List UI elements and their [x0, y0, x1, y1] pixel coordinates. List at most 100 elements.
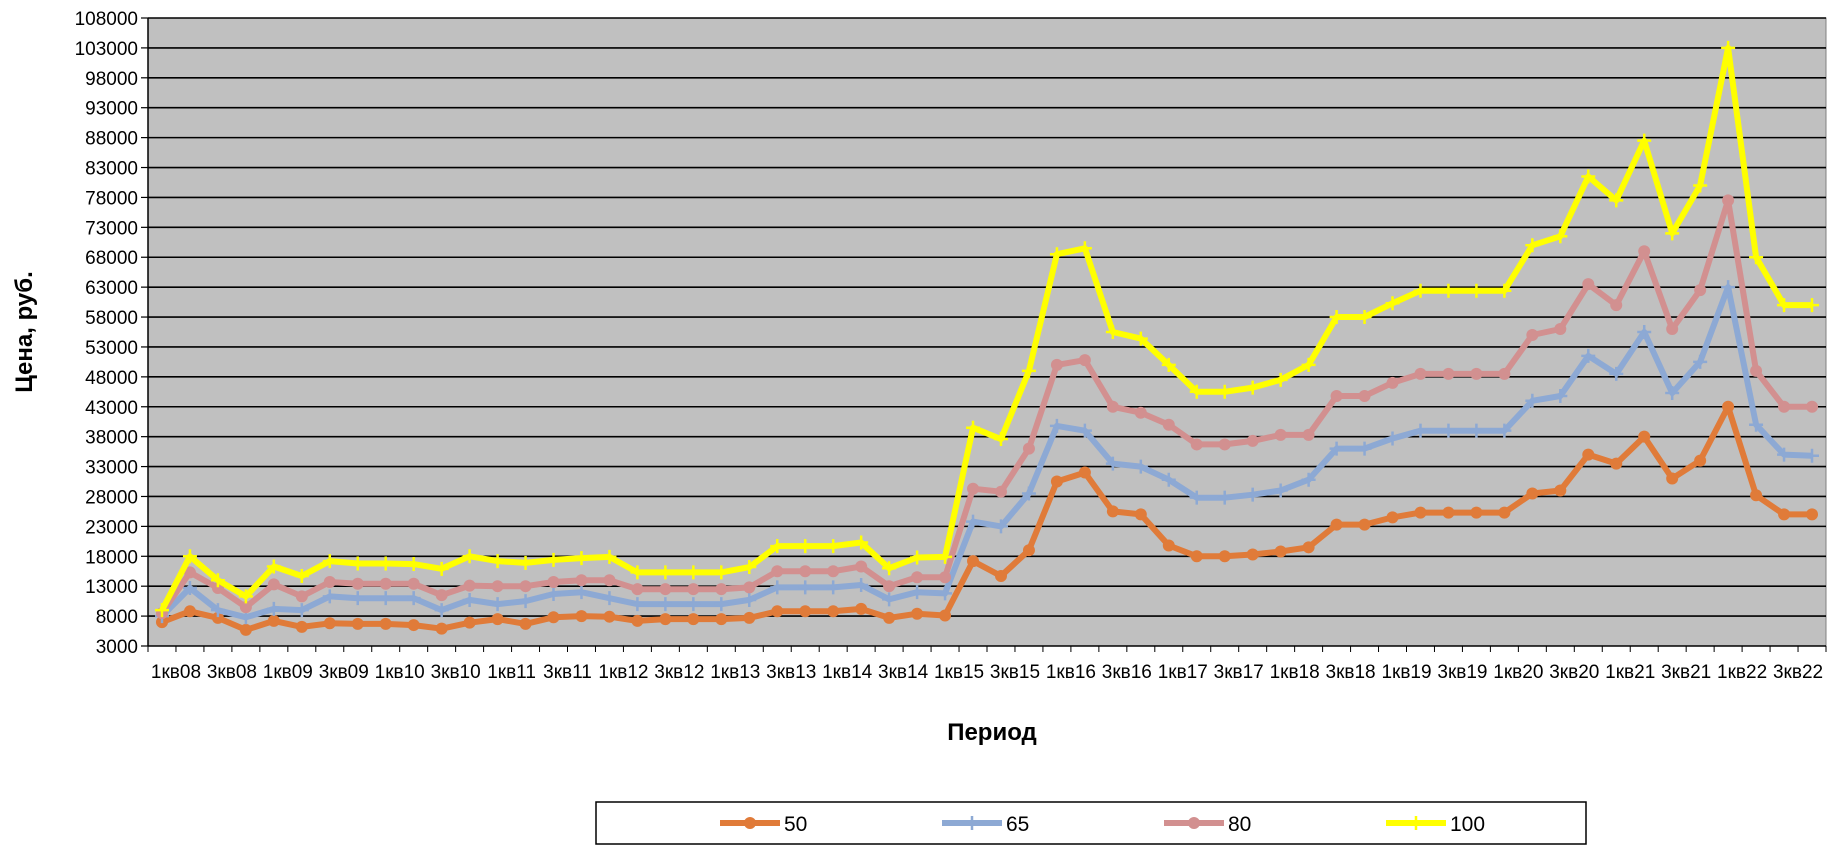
data-point — [1637, 133, 1652, 148]
data-point — [519, 580, 532, 593]
data-point — [967, 555, 980, 568]
data-point — [239, 623, 252, 636]
x-tick-label: 3кв09 — [319, 662, 369, 683]
y-tick-label: 23000 — [85, 517, 138, 538]
data-point — [1358, 389, 1371, 402]
data-point — [1470, 506, 1483, 519]
data-point — [378, 591, 393, 606]
y-tick-label: 8000 — [96, 607, 138, 628]
data-point — [1806, 400, 1819, 413]
data-point — [295, 590, 308, 603]
series-80 — [155, 194, 1819, 620]
legend-item-65: 65 — [942, 813, 1029, 836]
data-point — [827, 605, 840, 618]
x-tick-label: 1кв18 — [1270, 662, 1320, 683]
data-point — [770, 580, 785, 595]
y-tick-label: 88000 — [85, 129, 138, 150]
data-point — [1189, 490, 1204, 505]
data-point — [210, 573, 225, 588]
data-point — [743, 581, 756, 594]
data-point — [686, 597, 701, 612]
y-axis-ticks: 3000 8000 13000 18000 23000 28000 33000 38000 43… — [75, 9, 1826, 658]
data-point — [1330, 518, 1343, 531]
y-tick-label: 43000 — [85, 398, 138, 419]
y-tick-label: 38000 — [85, 428, 138, 449]
y-tick-label: 73000 — [85, 218, 138, 239]
data-point — [1525, 393, 1540, 408]
legend-label: 80 — [1228, 813, 1251, 836]
data-point — [378, 556, 393, 571]
data-point — [1021, 363, 1036, 378]
data-point — [1161, 472, 1176, 487]
data-point — [435, 622, 448, 635]
data-point — [1693, 178, 1708, 193]
y-tick-label: 48000 — [85, 368, 138, 389]
data-point — [799, 565, 812, 578]
x-tick-label: 1кв20 — [1493, 662, 1543, 683]
data-point — [463, 616, 476, 629]
data-point — [687, 613, 700, 626]
data-point — [1442, 367, 1455, 380]
legend-marker — [965, 816, 979, 830]
data-point — [714, 597, 729, 612]
data-point — [1497, 283, 1512, 298]
data-point — [1749, 250, 1764, 265]
x-axis-title: Период — [947, 719, 1037, 746]
data-point — [1413, 423, 1428, 438]
data-point — [1498, 367, 1511, 380]
data-point — [1330, 389, 1343, 402]
data-point — [1638, 430, 1651, 443]
data-point — [1441, 283, 1456, 298]
data-point — [714, 565, 729, 580]
data-point — [1246, 548, 1259, 561]
x-tick-label: 1кв11 — [487, 662, 536, 683]
data-point — [938, 586, 953, 601]
data-point — [1385, 296, 1400, 311]
legend-item-80: 80 — [1164, 813, 1251, 836]
data-point — [1442, 506, 1455, 519]
data-point — [603, 574, 616, 587]
data-point — [1385, 431, 1400, 446]
data-point — [910, 585, 925, 600]
y-tick-label: 58000 — [85, 308, 138, 329]
data-point — [1497, 423, 1512, 438]
data-point — [1777, 447, 1792, 462]
data-point — [1274, 428, 1287, 441]
data-point — [267, 614, 280, 627]
x-tick-label: 3кв17 — [1214, 662, 1264, 683]
data-point — [1722, 194, 1735, 207]
data-point — [1609, 193, 1624, 208]
data-point — [547, 611, 560, 624]
y-tick-label: 93000 — [85, 99, 138, 120]
gridlines — [148, 17, 1826, 617]
plot-area — [147, 17, 1827, 647]
data-point — [435, 589, 448, 602]
series-50 — [155, 400, 1819, 636]
data-point — [1469, 283, 1484, 298]
x-tick-label: 1кв13 — [710, 662, 760, 683]
legend-item-50: 50 — [720, 813, 807, 836]
data-point — [182, 580, 197, 595]
data-point — [1106, 400, 1119, 413]
data-point — [854, 535, 869, 550]
data-point — [1693, 354, 1708, 369]
data-point — [1273, 372, 1288, 387]
data-point — [1722, 400, 1735, 413]
data-point — [211, 611, 224, 624]
data-point — [266, 559, 281, 574]
data-point — [154, 603, 169, 618]
data-point — [966, 514, 981, 529]
data-point — [1581, 169, 1596, 184]
data-point — [351, 577, 364, 590]
x-tick-label: 1кв16 — [1046, 662, 1096, 683]
data-point — [602, 591, 617, 606]
data-point — [1581, 348, 1596, 363]
data-point — [1134, 508, 1147, 521]
data-point — [1666, 323, 1679, 336]
data-point — [434, 603, 449, 618]
x-tick-label: 1кв17 — [1158, 662, 1208, 683]
data-point — [1694, 284, 1707, 297]
data-point — [1134, 406, 1147, 419]
data-point — [490, 597, 505, 612]
y-tick-label: 18000 — [85, 547, 138, 568]
